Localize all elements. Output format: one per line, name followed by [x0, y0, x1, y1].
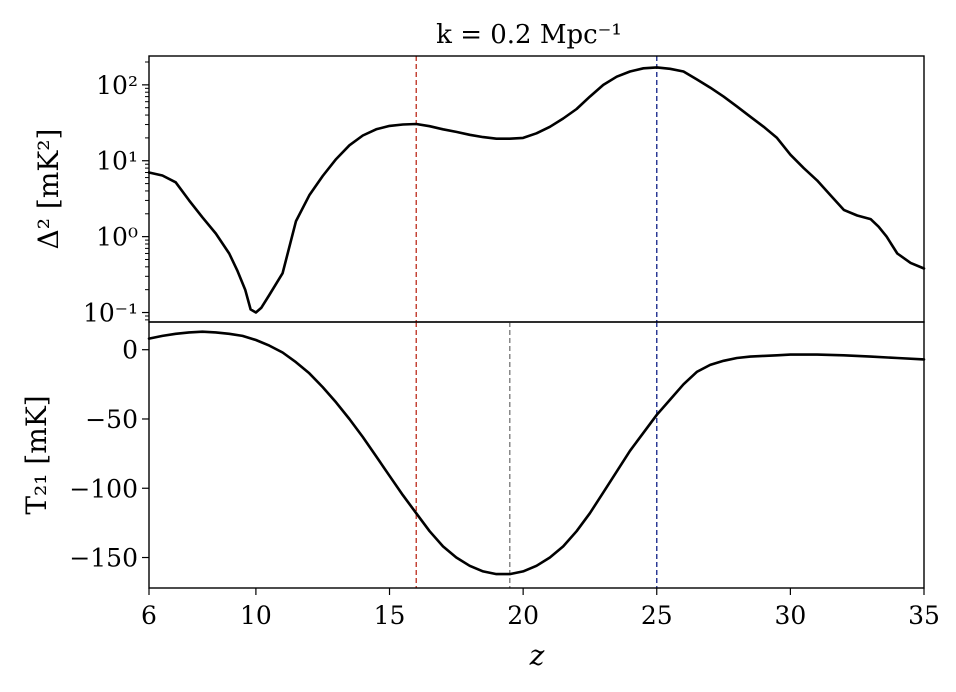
- x-tick: 25: [641, 588, 673, 630]
- x-tick-label: 30: [774, 601, 806, 630]
- top-y-tick: 10¹: [96, 147, 149, 176]
- bottom-panel: 0 −50 −100 −150 6 10 15 20 25 30 35 T₂₁ [mK] z: [20, 321, 940, 672]
- x-tick: 35: [908, 588, 940, 630]
- bottom-y-tick-label: −100: [69, 474, 138, 503]
- top-y-tick: 10⁰: [96, 223, 149, 252]
- x-tick: 15: [374, 588, 406, 630]
- brightness-temperature-line: [147, 330, 926, 576]
- x-tick: 20: [507, 588, 539, 630]
- top-y-tick: 10²: [96, 71, 149, 100]
- top-y-axis-title: Δ² [mK²]: [32, 129, 65, 250]
- x-tick-label: 20: [507, 601, 539, 630]
- x-tick: 10: [240, 588, 272, 630]
- x-tick-label: 6: [141, 601, 157, 630]
- bottom-y-tick: 0: [122, 336, 149, 365]
- x-tick-label: 15: [374, 601, 406, 630]
- chart-title: k = 0.2 Mpc⁻¹: [436, 20, 622, 50]
- top-y-tick-label: 10⁰: [96, 223, 138, 252]
- bottom-y-axis-title: T₂₁ [mK]: [20, 395, 53, 514]
- top-y-tick-label: 10²: [96, 71, 138, 100]
- x-tick: 6: [141, 588, 157, 630]
- bottom-y-tick: −150: [69, 544, 149, 573]
- bottom-axes-frame: [148, 321, 925, 589]
- top-y-tick-label: 10⁻¹: [83, 299, 138, 328]
- x-axis-title: z: [529, 639, 545, 672]
- top-y-tick: 10⁻¹: [83, 299, 149, 328]
- top-axes-frame: [148, 55, 925, 323]
- x-tick: 30: [774, 588, 806, 630]
- x-tick-label: 35: [908, 601, 940, 630]
- top-y-tick-label: 10¹: [96, 147, 138, 176]
- x-tick-label: 10: [240, 601, 272, 630]
- bottom-y-tick: −50: [85, 405, 149, 434]
- bottom-y-tick-label: −50: [85, 405, 138, 434]
- bottom-y-tick: −100: [69, 474, 149, 503]
- power-spectrum-line: [147, 66, 926, 314]
- bottom-y-tick-label: −150: [69, 544, 138, 573]
- top-panel: 10⁻¹ 10⁰ 10¹ 10² Δ² [mK²]: [32, 55, 926, 328]
- x-tick-label: 25: [641, 601, 673, 630]
- bottom-y-tick-label: 0: [122, 336, 138, 365]
